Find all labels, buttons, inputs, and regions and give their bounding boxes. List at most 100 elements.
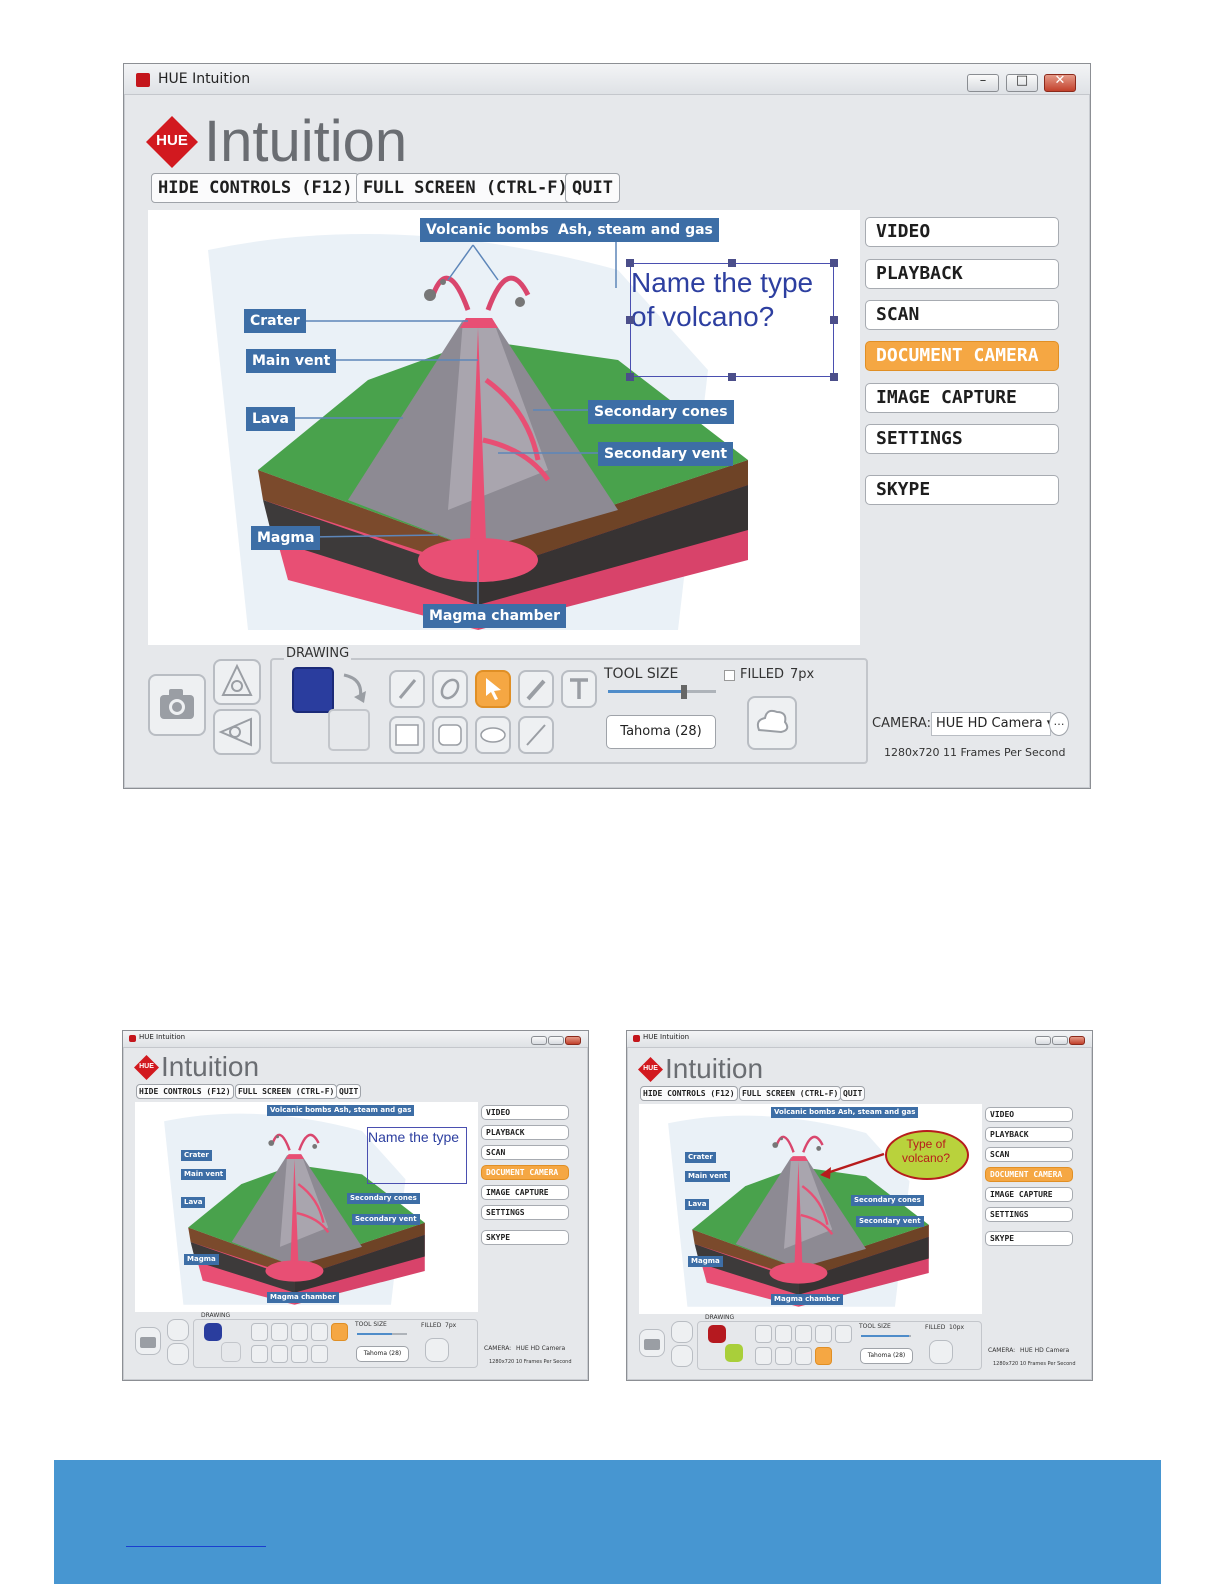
full-screen-button[interactable]: FULL SCREEN (CTRL-F): [235, 1084, 338, 1099]
hide-controls-button[interactable]: HIDE CONTROLS (F12): [640, 1086, 738, 1101]
close-button[interactable]: [1069, 1036, 1085, 1045]
pointer-tool[interactable]: [795, 1325, 812, 1343]
menu-document-camera[interactable]: DOCUMENT CAMERA: [481, 1165, 569, 1180]
menu-document-camera[interactable]: DOCUMENT CAMERA: [985, 1167, 1073, 1182]
close-button[interactable]: [565, 1036, 581, 1045]
primary-color-swatch[interactable]: [204, 1323, 222, 1341]
rotate-view-button[interactable]: [167, 1343, 189, 1365]
menu-scan[interactable]: SCAN: [865, 300, 1059, 330]
rounded-rect-tool[interactable]: [271, 1345, 288, 1363]
brush-tool[interactable]: [755, 1325, 772, 1343]
brush-tool[interactable]: [251, 1323, 268, 1341]
tool-size-slider[interactable]: [861, 1335, 911, 1337]
menu-video[interactable]: VIDEO: [481, 1105, 569, 1120]
pen-tool[interactable]: [815, 1325, 832, 1343]
speech-bubble-annotation[interactable]: [885, 1130, 969, 1180]
menu-settings[interactable]: SETTINGS: [985, 1207, 1073, 1222]
cloud-shape-tool[interactable]: [747, 696, 797, 750]
pen-tool[interactable]: [518, 670, 554, 708]
tool-size-slider[interactable]: [608, 685, 716, 699]
font-selector[interactable]: Tahoma (28): [606, 715, 716, 749]
rotate-view-button[interactable]: [671, 1345, 693, 1367]
capture-region-button[interactable]: [213, 659, 261, 705]
text-annotation-box[interactable]: Name the type: [367, 1127, 467, 1184]
primary-color-swatch[interactable]: [292, 667, 334, 713]
resize-handle[interactable]: [626, 373, 634, 381]
rotate-view-button[interactable]: [213, 709, 261, 755]
resize-handle[interactable]: [626, 259, 634, 267]
menu-image-capture[interactable]: IMAGE CAPTURE: [865, 383, 1059, 413]
hide-controls-button[interactable]: HIDE CONTROLS (F12): [136, 1084, 234, 1099]
rectangle-tool[interactable]: [389, 716, 425, 754]
pointer-tool[interactable]: [475, 670, 511, 708]
menu-skype[interactable]: SKYPE: [865, 475, 1059, 505]
menu-scan[interactable]: SCAN: [985, 1147, 1073, 1162]
menu-settings[interactable]: SETTINGS: [865, 424, 1059, 454]
document-camera-view[interactable]: Volcanic bombs Ash, steam and gas Crater…: [148, 210, 860, 645]
tool-size-slider[interactable]: [357, 1333, 407, 1335]
eraser-tool[interactable]: [432, 670, 468, 708]
maximize-button[interactable]: [1052, 1036, 1068, 1045]
menu-video[interactable]: VIDEO: [865, 217, 1059, 247]
pointer-tool[interactable]: [291, 1323, 308, 1341]
document-camera-view[interactable]: Volcanic bombs Ash, steam and gas Crater…: [639, 1104, 982, 1314]
menu-image-capture[interactable]: IMAGE CAPTURE: [481, 1185, 569, 1200]
resize-handle[interactable]: [830, 373, 838, 381]
snapshot-button[interactable]: [148, 674, 206, 736]
menu-document-camera[interactable]: DOCUMENT CAMERA: [865, 341, 1059, 371]
minimize-button[interactable]: [531, 1036, 547, 1045]
filled-checkbox[interactable]: [724, 670, 735, 681]
close-button[interactable]: ✕: [1044, 73, 1076, 92]
rounded-rect-tool[interactable]: [775, 1347, 792, 1365]
text-annotation-box[interactable]: Name the type of volcano?: [626, 259, 838, 381]
full-screen-button[interactable]: FULL SCREEN (CTRL-F): [356, 173, 575, 203]
menu-scan[interactable]: SCAN: [481, 1145, 569, 1160]
resize-handle[interactable]: [728, 259, 736, 267]
ellipse-tool[interactable]: [291, 1345, 308, 1363]
menu-skype[interactable]: SKYPE: [481, 1230, 569, 1245]
capture-region-button[interactable]: [167, 1319, 189, 1341]
maximize-button[interactable]: □: [1006, 73, 1038, 92]
resize-handle[interactable]: [626, 316, 634, 324]
font-selector[interactable]: Tahoma (28): [356, 1346, 409, 1362]
rectangle-tool[interactable]: [755, 1347, 772, 1365]
rounded-rect-tool[interactable]: [432, 716, 468, 754]
minimize-button[interactable]: [1035, 1036, 1051, 1045]
snapshot-button[interactable]: [639, 1329, 665, 1357]
cloud-shape-tool[interactable]: [425, 1338, 449, 1362]
menu-playback[interactable]: PLAYBACK: [865, 259, 1059, 289]
eraser-tool[interactable]: [271, 1323, 288, 1341]
pen-tool[interactable]: [311, 1323, 328, 1341]
menu-playback[interactable]: PLAYBACK: [481, 1125, 569, 1140]
secondary-color-swatch[interactable]: [725, 1344, 743, 1362]
capture-region-button[interactable]: [671, 1321, 693, 1343]
camera-select-value[interactable]: HUE HD Camera: [516, 1345, 566, 1352]
quit-button[interactable]: QUIT: [840, 1086, 866, 1101]
text-tool[interactable]: [835, 1325, 852, 1343]
hide-controls-button[interactable]: HIDE CONTROLS (F12): [151, 173, 360, 203]
menu-playback[interactable]: PLAYBACK: [985, 1127, 1073, 1142]
camera-options-button[interactable]: …: [1049, 712, 1069, 736]
minimize-button[interactable]: –: [967, 73, 999, 92]
footer-link[interactable]: [126, 1546, 266, 1547]
brush-tool[interactable]: [389, 670, 425, 708]
cloud-shape-tool-selected[interactable]: [815, 1347, 832, 1365]
full-screen-button[interactable]: FULL SCREEN (CTRL-F): [739, 1086, 842, 1101]
font-selector[interactable]: Tahoma (28): [860, 1348, 913, 1364]
primary-color-swatch[interactable]: [708, 1325, 726, 1343]
snapshot-button[interactable]: [135, 1327, 161, 1355]
text-tool[interactable]: [561, 670, 597, 708]
menu-image-capture[interactable]: IMAGE CAPTURE: [985, 1187, 1073, 1202]
quit-button[interactable]: QUIT: [336, 1084, 362, 1099]
secondary-color-swatch[interactable]: [221, 1342, 241, 1362]
rectangle-tool[interactable]: [251, 1345, 268, 1363]
line-tool[interactable]: [311, 1345, 328, 1363]
menu-settings[interactable]: SETTINGS: [481, 1205, 569, 1220]
red-arrow-annotation[interactable]: [639, 1104, 982, 1314]
text-tool[interactable]: [331, 1323, 348, 1341]
eraser-tool[interactable]: [775, 1325, 792, 1343]
undo-arrow-icon[interactable]: [334, 667, 370, 707]
secondary-color-swatch[interactable]: [328, 709, 370, 751]
menu-skype[interactable]: SKYPE: [985, 1231, 1073, 1246]
quit-button[interactable]: QUIT: [565, 173, 620, 203]
